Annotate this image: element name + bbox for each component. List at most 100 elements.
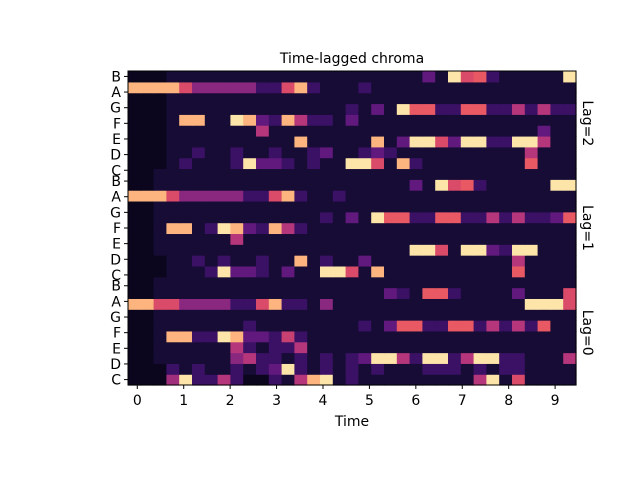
heatmap-cell xyxy=(307,287,321,299)
heatmap-cell xyxy=(230,298,244,310)
x-tick-label: 7 xyxy=(458,393,467,409)
y-tick-label: B xyxy=(111,69,121,85)
heatmap-cell xyxy=(153,265,167,278)
heatmap-cell xyxy=(179,352,193,364)
heatmap-cell xyxy=(550,168,564,180)
heatmap-cell xyxy=(371,309,385,321)
heatmap-cell xyxy=(307,352,321,364)
heatmap-cell xyxy=(179,222,193,235)
heatmap-cell xyxy=(537,374,551,386)
x-axis: 0 1 2 3 4 5 6 7 8 9 xyxy=(133,385,560,409)
heatmap-cell xyxy=(166,146,180,159)
heatmap-cell xyxy=(268,92,283,105)
heatmap-cell xyxy=(281,103,295,115)
y-tick-label: E xyxy=(112,132,121,148)
heatmap-cell xyxy=(345,330,359,343)
heatmap-cell xyxy=(166,135,180,148)
heatmap-cell xyxy=(358,330,372,343)
heatmap-cell xyxy=(140,71,155,83)
heatmap-cell xyxy=(537,125,551,137)
heatmap-cell xyxy=(243,363,257,375)
heatmap-cell xyxy=(179,309,193,321)
heatmap-cell xyxy=(460,92,475,105)
heatmap-cell xyxy=(473,330,487,343)
heatmap-cell xyxy=(499,135,513,148)
heatmap-cell xyxy=(243,179,257,191)
heatmap-cell xyxy=(307,265,321,278)
heatmap-cell xyxy=(448,341,462,354)
heatmap-cell xyxy=(307,179,321,191)
heatmap-cell xyxy=(448,320,462,332)
heatmap-cell xyxy=(281,146,295,159)
heatmap-cell xyxy=(486,200,500,213)
heatmap-cell xyxy=(268,309,283,321)
heatmap-cell xyxy=(371,276,385,289)
heatmap-cell xyxy=(230,352,244,364)
heatmap-cell xyxy=(256,135,270,148)
heatmap-cell xyxy=(371,92,385,105)
heatmap-cell xyxy=(512,71,526,83)
heatmap-cell xyxy=(550,276,564,289)
heatmap-cell xyxy=(128,363,142,375)
heatmap-cell xyxy=(320,363,334,375)
heatmap-cell xyxy=(268,157,283,170)
heatmap-cell xyxy=(332,265,347,278)
heatmap-cell xyxy=(435,244,449,256)
heatmap-cell xyxy=(345,71,359,83)
heatmap-cell xyxy=(153,222,167,235)
heatmap-cell xyxy=(128,179,142,191)
heatmap-cell xyxy=(499,233,513,245)
heatmap-cell xyxy=(486,135,500,148)
heatmap-cell xyxy=(281,222,295,235)
heatmap-cell xyxy=(460,287,475,299)
x-tick-label: 3 xyxy=(272,393,281,409)
heatmap-cell xyxy=(473,157,487,170)
heatmap-cell xyxy=(281,233,295,245)
heatmap-cell xyxy=(204,146,219,159)
heatmap-cell xyxy=(550,114,564,126)
heatmap-cell xyxy=(550,135,564,148)
heatmap-cell xyxy=(204,135,219,148)
heatmap-cell xyxy=(537,341,551,354)
heatmap-cell xyxy=(268,222,283,235)
heatmap-cell xyxy=(550,341,564,354)
heatmap-cell xyxy=(256,157,270,170)
heatmap-cell xyxy=(332,309,347,321)
heatmap-cell xyxy=(524,233,539,245)
heatmap-cell xyxy=(384,211,398,224)
heatmap-cell xyxy=(192,341,206,354)
heatmap-cell xyxy=(563,320,577,332)
heatmap-cell xyxy=(460,352,475,364)
heatmap-cell xyxy=(396,157,411,170)
heatmap-cell xyxy=(460,276,475,289)
heatmap-cell xyxy=(384,71,398,83)
y-tick-label: D xyxy=(110,148,121,164)
heatmap-cell xyxy=(268,244,283,256)
heatmap-cell xyxy=(448,330,462,343)
heatmap-cell xyxy=(396,233,411,245)
heatmap-cell xyxy=(230,374,244,386)
heatmap-cell xyxy=(268,320,283,332)
heatmap-cell xyxy=(153,114,167,126)
heatmap-cell xyxy=(396,374,411,386)
heatmap-cell xyxy=(256,287,270,299)
heatmap-cell xyxy=(473,265,487,278)
heatmap-cell xyxy=(563,125,577,137)
heatmap-cell xyxy=(563,179,577,191)
heatmap-cell xyxy=(371,255,385,267)
heatmap-cell xyxy=(537,81,551,94)
heatmap-cell xyxy=(460,125,475,137)
heatmap-cell xyxy=(153,374,167,386)
heatmap-cell xyxy=(332,168,347,180)
heatmap-cell xyxy=(256,125,270,137)
heatmap-cell xyxy=(332,200,347,213)
heatmap-cell xyxy=(550,125,564,137)
heatmap-cell xyxy=(422,92,436,105)
heatmap-cell xyxy=(179,255,193,267)
heatmap-cell xyxy=(473,233,487,245)
heatmap-cell xyxy=(217,255,231,267)
heatmap-cell xyxy=(243,244,257,256)
panel-label: Lag=0 xyxy=(579,310,595,356)
heatmap-cell xyxy=(320,287,334,299)
heatmap-cell xyxy=(192,255,206,267)
